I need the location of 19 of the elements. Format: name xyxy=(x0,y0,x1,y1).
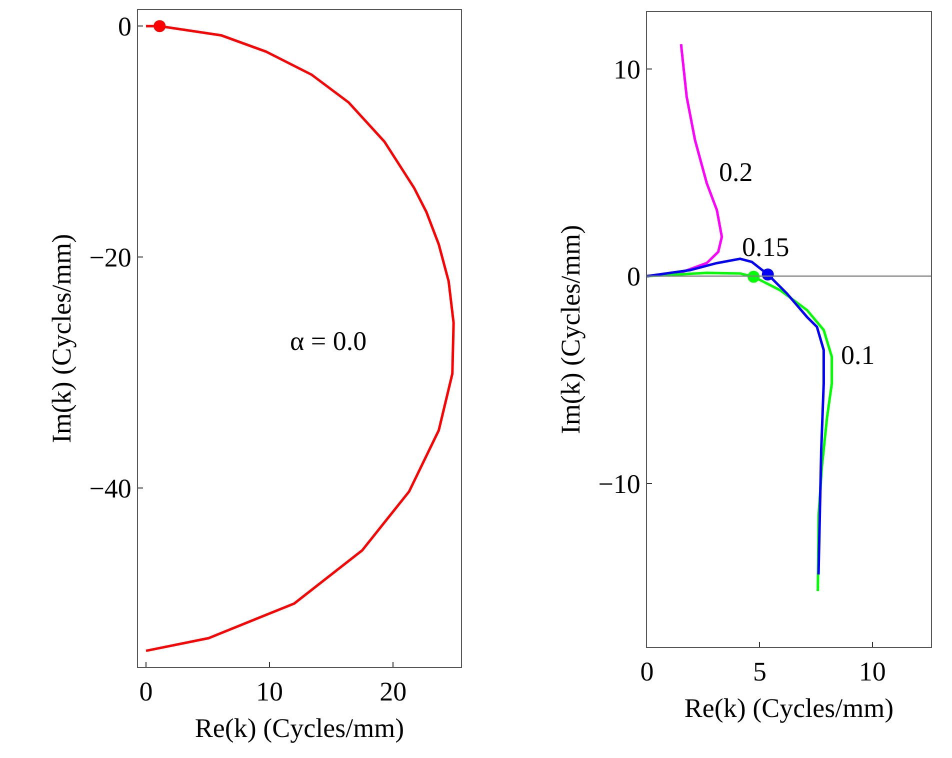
x-axis-title: Re(k) (Cycles/mm) xyxy=(194,712,404,743)
x-tick-label: 20 xyxy=(380,676,407,707)
x-axis-title: Re(k) (Cycles/mm) xyxy=(684,692,894,723)
y-tick-label: −40 xyxy=(89,473,132,504)
x-tick-label: 0 xyxy=(139,676,153,707)
y-tick-label: −20 xyxy=(89,242,132,273)
y-tick-label: 0 xyxy=(118,12,132,42)
y-tick-label: 0 xyxy=(626,262,640,292)
x-tick-label: 10 xyxy=(256,676,284,707)
y-tick-label: −10 xyxy=(598,468,640,499)
text: α = 0.0 xyxy=(290,326,367,356)
x-tick-label: 10 xyxy=(858,656,886,687)
x-tick-label: 5 xyxy=(752,656,766,687)
series-label: 0.15 xyxy=(742,232,790,262)
y-tick-label: 10 xyxy=(613,54,640,84)
series-label: 0.2 xyxy=(719,157,753,187)
y-axis-title: Im(k) (Cycles/mm) xyxy=(555,224,586,434)
series-label: 0.1 xyxy=(841,340,875,370)
y-axis-title: Im(k) (Cycles/mm) xyxy=(46,234,76,444)
